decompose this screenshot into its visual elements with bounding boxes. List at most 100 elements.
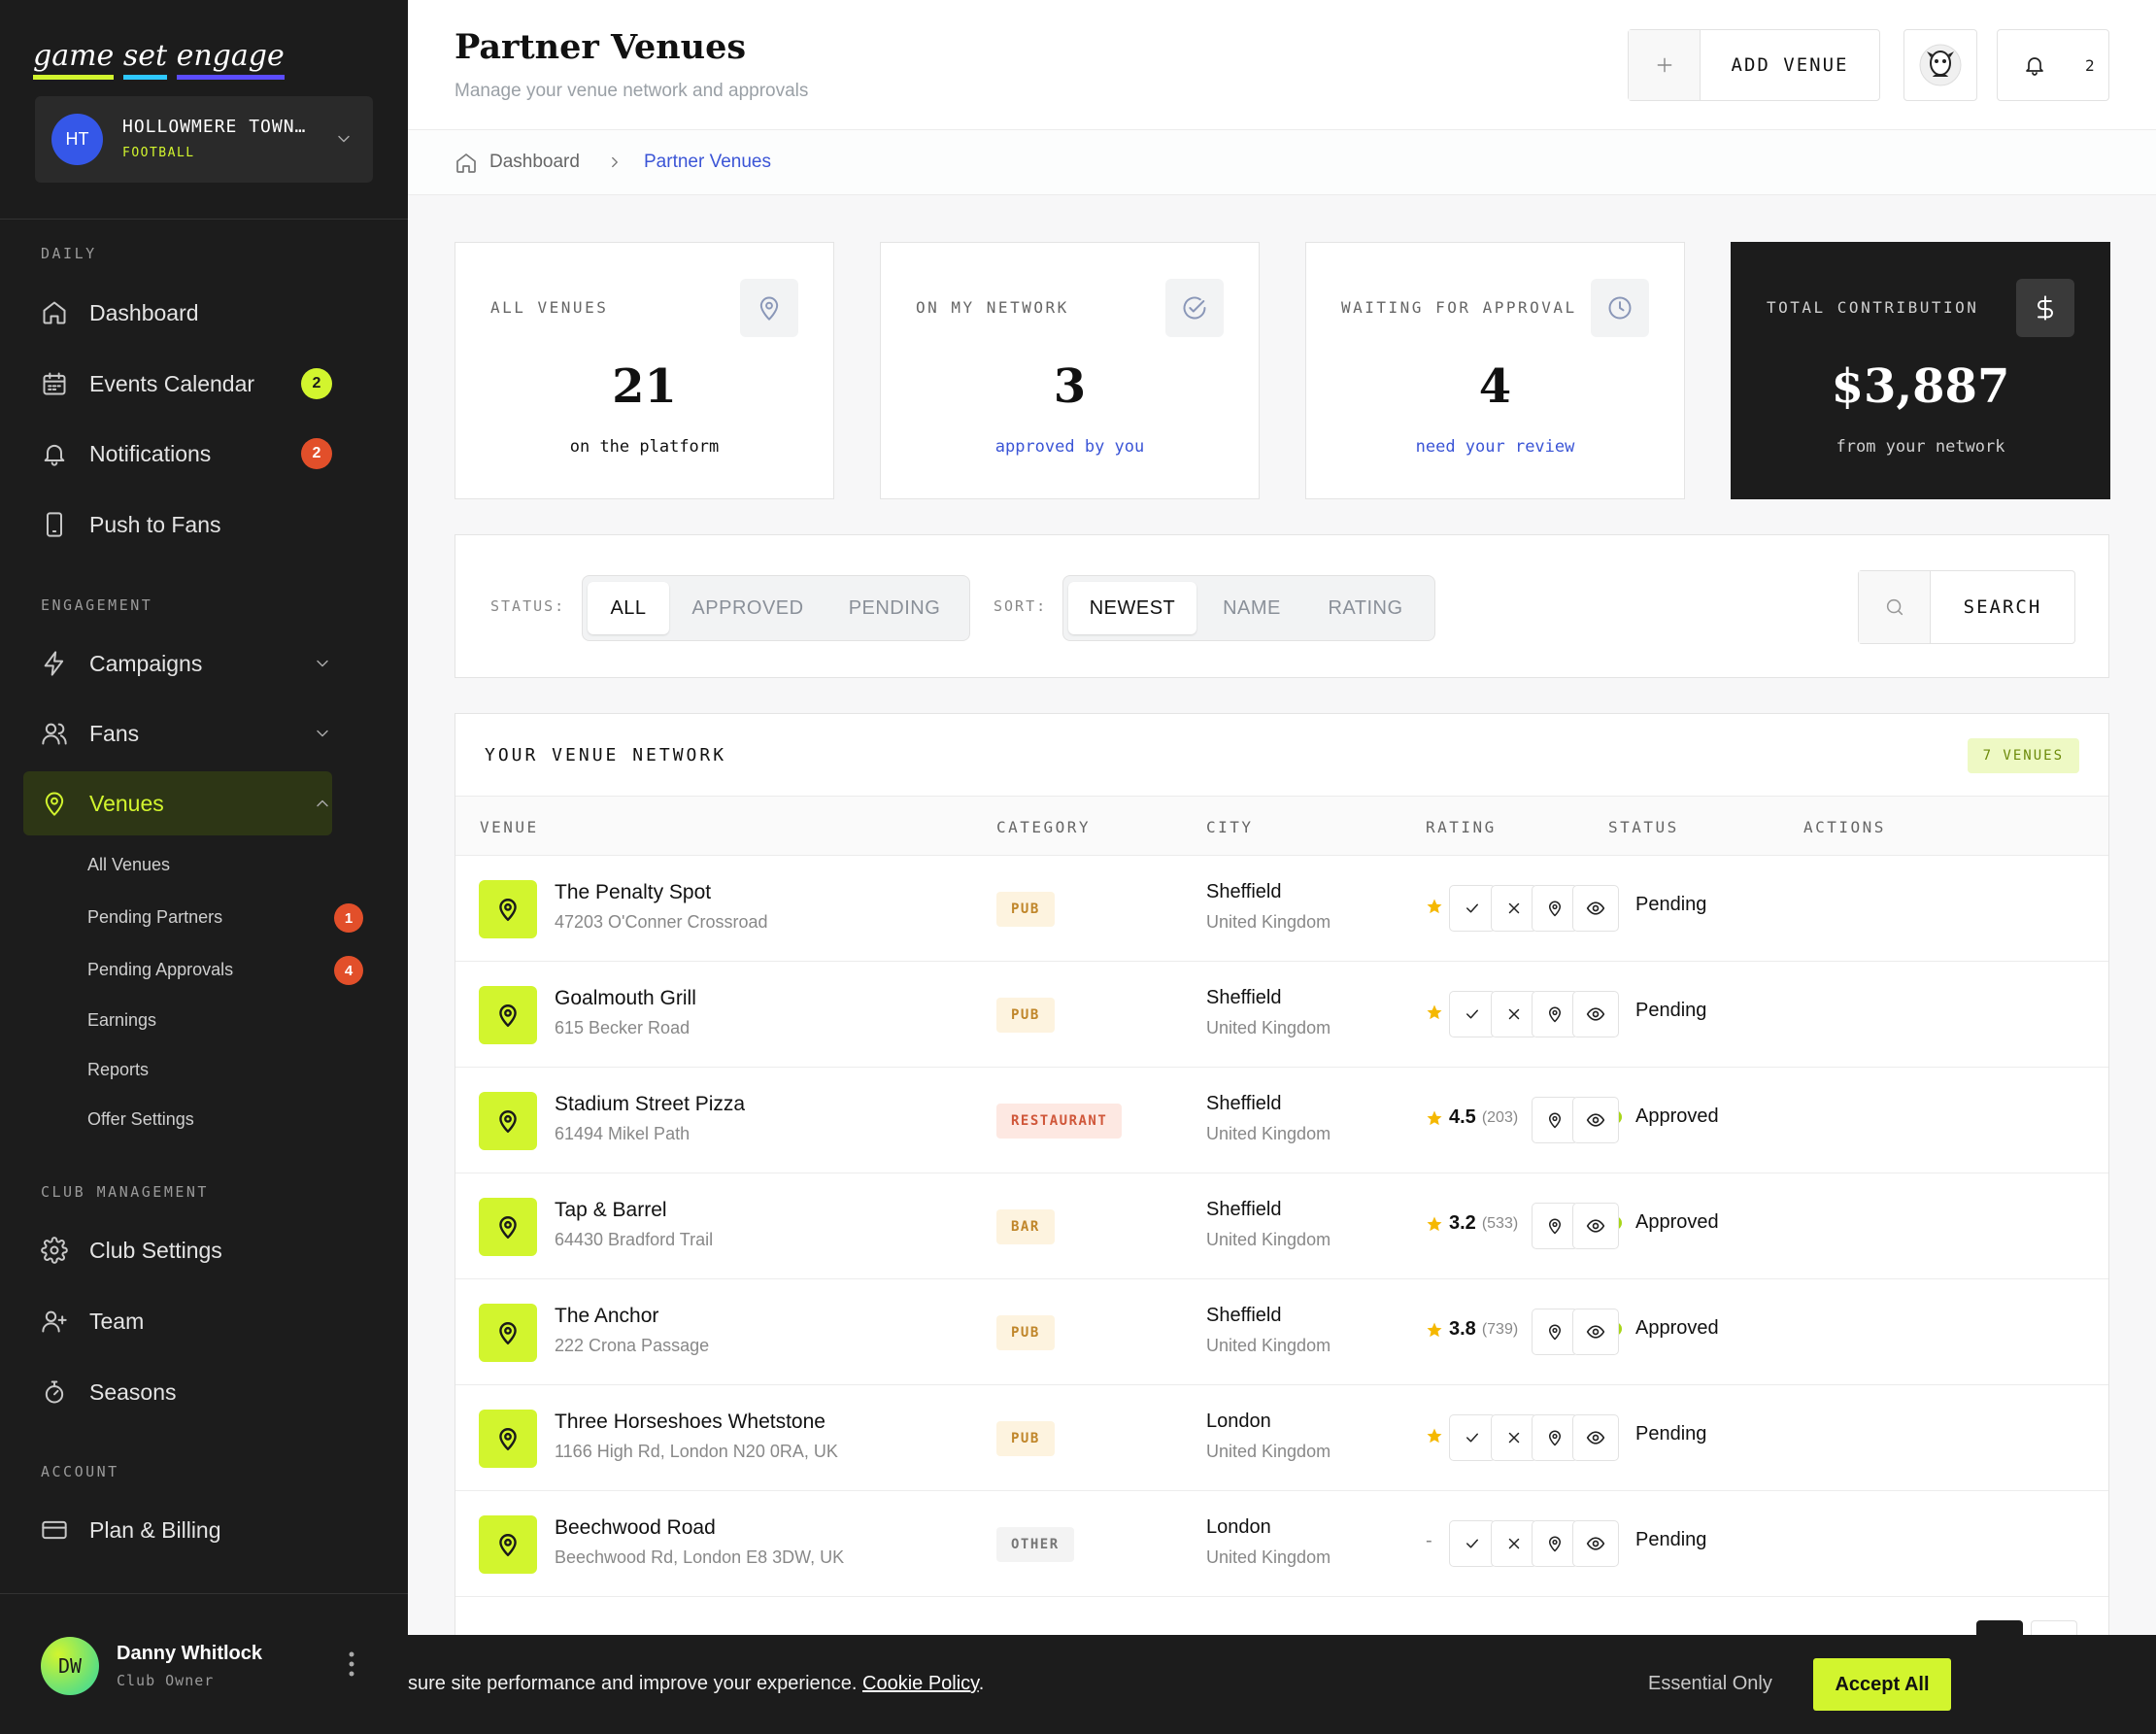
cookie-period: . [978, 1673, 985, 1694]
section-account: ACCOUNT [41, 1463, 119, 1480]
sidebar-item-label: Venues [89, 790, 164, 816]
view-details-button[interactable] [1572, 1414, 1619, 1461]
venue-name[interactable]: Tap & Barrel [555, 1199, 667, 1221]
notifications-button[interactable]: 2 [1997, 29, 2109, 101]
status-option-all[interactable]: ALL [588, 582, 669, 634]
venue-city: Sheffield [1206, 881, 1282, 902]
sidebar-item-plan-billing[interactable]: Plan & Billing [23, 1498, 332, 1562]
approve-button[interactable] [1449, 885, 1496, 932]
table-row[interactable]: Beechwood Road Beechwood Rd, London E8 3D… [455, 1491, 2108, 1597]
table-row[interactable]: Three Horseshoes Whetstone 1166 High Rd, … [455, 1385, 2108, 1491]
venue-name[interactable]: The Anchor [555, 1305, 659, 1327]
brand-logo[interactable]: game set engage [33, 39, 285, 80]
column-header-city[interactable]: CITY [1206, 818, 1254, 836]
sidebar-item-campaigns[interactable]: Campaigns [23, 631, 332, 696]
sidebar-subitem-all-venues[interactable]: All Venues [87, 855, 171, 874]
reject-button[interactable] [1491, 991, 1537, 1037]
status-option-pending[interactable]: PENDING [848, 596, 941, 619]
table-row[interactable]: Tap & Barrel 64430 Bradford Trail BAR Sheff… [455, 1173, 2108, 1279]
sidebar-subitem-reports[interactable]: Reports [87, 1060, 150, 1079]
breadcrumb-dashboard[interactable]: Dashboard [489, 152, 580, 172]
status-text: Approved [1635, 1105, 1719, 1127]
sidebar-subitem-earnings[interactable]: Earnings [87, 1010, 157, 1030]
view-details-button[interactable] [1572, 1203, 1619, 1249]
stat-card-waiting-for-approval: WAITING FOR APPROVAL 4 need your review [1305, 242, 1685, 499]
venue-name[interactable]: Goalmouth Grill [555, 987, 696, 1009]
sidebar-item-seasons[interactable]: Seasons [23, 1360, 332, 1424]
reject-button[interactable] [1491, 885, 1537, 932]
home-icon[interactable] [455, 152, 478, 175]
eye-icon [1586, 1428, 1605, 1447]
sidebar-item-label: Dashboard [89, 299, 199, 325]
approve-button[interactable] [1449, 991, 1496, 1037]
sidebar-subitem-pending-partners[interactable]: Pending Partners 1 [87, 903, 363, 933]
view-details-button[interactable] [1572, 991, 1619, 1037]
sidebar-item-notifications[interactable]: Notifications 2 [23, 422, 332, 486]
user-profile[interactable]: DW Danny Whitlock Club Owner [0, 1593, 408, 1734]
view-details-button[interactable] [1572, 1309, 1619, 1355]
venue-name[interactable]: Beechwood Road [555, 1516, 716, 1539]
more-vertical-icon[interactable] [348, 1650, 355, 1678]
add-venue-button[interactable]: ADD VENUE [1628, 29, 1880, 101]
search-icon [1859, 571, 1931, 643]
sidebar-item-club-settings[interactable]: Club Settings [23, 1218, 332, 1282]
sort-option-name[interactable]: NAME [1223, 596, 1281, 619]
table-row[interactable]: The Anchor 222 Crona Passage PUB Sheffield U… [455, 1279, 2108, 1385]
sidebar-item-team[interactable]: Team [23, 1289, 332, 1353]
reject-button[interactable] [1491, 1520, 1537, 1567]
column-header-rating[interactable]: RATING [1426, 818, 1497, 836]
sidebar-item-push-to-fans[interactable]: Push to Fans [23, 493, 332, 557]
column-header-status[interactable]: STATUS [1608, 818, 1679, 836]
view-on-map-button[interactable] [1532, 991, 1578, 1037]
view-details-button[interactable] [1572, 1520, 1619, 1567]
venue-name[interactable]: Stadium Street Pizza [555, 1093, 746, 1115]
close-icon [1505, 1535, 1523, 1552]
stat-value: $3,887 [1831, 359, 2010, 414]
table-row[interactable]: Stadium Street Pizza 61494 Mikel Path REST… [455, 1068, 2108, 1173]
column-header-category[interactable]: CATEGORY [996, 818, 1092, 836]
approve-button[interactable] [1449, 1414, 1496, 1461]
view-details-button[interactable] [1572, 885, 1619, 932]
club-switcher[interactable]: HT HOLLOWMERE TOWN… FOOTBALL [35, 96, 373, 183]
table-row[interactable]: The Penalty Spot 47203 O'Conner Crossroad… [455, 856, 2108, 962]
sidebar: game set engage HT HOLLOWMERE TOWN… FOOT… [0, 0, 408, 1734]
view-on-map-button[interactable] [1532, 1203, 1578, 1249]
sidebar-item-venues[interactable]: Venues [23, 771, 332, 835]
sidebar-item-fans[interactable]: Fans [23, 701, 332, 765]
pagination-page[interactable] [2031, 1620, 2077, 1640]
view-on-map-button[interactable] [1532, 1097, 1578, 1143]
sidebar-subitem-pending-approvals[interactable]: Pending Approvals 4 [87, 956, 363, 985]
cookie-policy-link[interactable]: Cookie Policy [862, 1673, 979, 1694]
view-on-map-button[interactable] [1532, 1309, 1578, 1355]
section-engagement: ENGAGEMENT [41, 596, 153, 614]
table-header: VENUE CATEGORY CITY RATING STATUS ACTION… [455, 796, 2108, 856]
sort-option-rating[interactable]: RATING [1328, 596, 1403, 619]
venue-rating: 4.5 (203) [1426, 1106, 1518, 1129]
venue-name[interactable]: Three Horseshoes Whetstone [555, 1411, 825, 1433]
search-button[interactable]: SEARCH [1858, 570, 2075, 644]
sidebar-item-dashboard[interactable]: Dashboard [23, 281, 332, 345]
view-details-button[interactable] [1572, 1097, 1619, 1143]
column-header-venue[interactable]: VENUE [480, 818, 539, 836]
status-option-approved[interactable]: APPROVED [691, 596, 804, 619]
rating-value: 3.8 [1449, 1318, 1476, 1340]
sidebar-subitem-offer-settings[interactable]: Offer Settings [87, 1109, 194, 1129]
reject-button[interactable] [1491, 1414, 1537, 1461]
approve-button[interactable] [1449, 1520, 1496, 1567]
rating-value: 4.5 [1449, 1106, 1476, 1128]
sort-option-newest[interactable]: NEWEST [1068, 582, 1196, 634]
category-badge: PUB [996, 998, 1055, 1033]
accept-all-button[interactable]: Accept All [1813, 1658, 1951, 1711]
view-on-map-button[interactable] [1532, 885, 1578, 932]
star-icon [1426, 1427, 1443, 1445]
venue-name[interactable]: The Penalty Spot [555, 881, 712, 903]
view-on-map-button[interactable] [1532, 1414, 1578, 1461]
section-daily: DAILY [41, 245, 97, 262]
view-on-map-button[interactable] [1532, 1520, 1578, 1567]
essential-only-button[interactable]: Essential Only [1648, 1673, 1772, 1694]
add-venue-label: ADD VENUE [1731, 54, 1849, 76]
table-row[interactable]: Goalmouth Grill 615 Becker Road PUB Sheffie… [455, 962, 2108, 1068]
rating-value: 3.2 [1449, 1212, 1476, 1234]
sidebar-item-events-calendar[interactable]: Events Calendar 2 [23, 352, 332, 416]
account-avatar-button[interactable] [1903, 29, 1977, 101]
